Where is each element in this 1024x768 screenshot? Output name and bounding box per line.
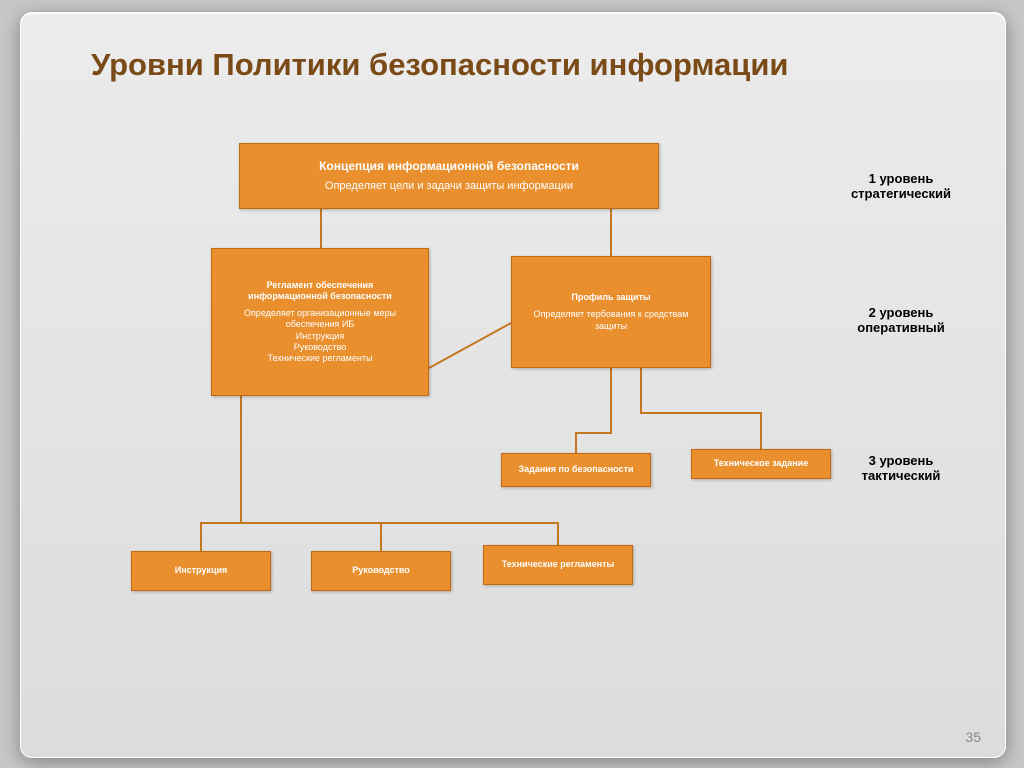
- edge: [241, 523, 381, 551]
- node-profile-subtitle: Определяет тербования к средствам защиты: [534, 309, 689, 332]
- slide-page: Уровни Политики безопасности информации …: [20, 12, 1006, 758]
- node-profile-title: Профиль защиты: [571, 292, 650, 303]
- edge: [201, 396, 241, 551]
- node-tech-reglament: Технические регламенты: [483, 545, 633, 585]
- node-rukovodstvo: Руководство: [311, 551, 451, 591]
- node-task-security-title: Задания по безопасности: [518, 464, 633, 475]
- node-task-security: Задания по безопасности: [501, 453, 651, 487]
- level3-label: 3 уровень тактический: [831, 453, 971, 483]
- node-profile: Профиль защиты Определяет тербования к с…: [511, 256, 711, 368]
- edge: [641, 368, 761, 449]
- node-tech-reglament-title: Технические регламенты: [502, 559, 615, 570]
- edge-layer: [21, 13, 1005, 757]
- node-instruction: Инструкция: [131, 551, 271, 591]
- edge: [381, 523, 558, 545]
- node-instruction-title: Инструкция: [175, 565, 228, 576]
- edge: [429, 323, 511, 368]
- node-rukovodstvo-title: Руководство: [352, 565, 410, 576]
- node-concept-subtitle: Определяет цели и задачи защиты информац…: [325, 180, 573, 194]
- node-task-tech: Техническое задание: [691, 449, 831, 479]
- node-task-tech-title: Техническое задание: [714, 458, 808, 469]
- node-reglament-title: Регламент обеспечения информационной без…: [248, 280, 392, 303]
- diagram-canvas: 1 уровень стратегический 2 уровень опера…: [21, 13, 1005, 757]
- node-concept-title: Концепция информационной безопасности: [319, 159, 579, 174]
- edge: [576, 368, 611, 453]
- node-concept: Концепция информационной безопасности Оп…: [239, 143, 659, 209]
- level2-label: 2 уровень оперативный: [831, 305, 971, 335]
- node-reglament-subtitle: Определяет организационные меры обеспече…: [244, 308, 396, 364]
- slide-number: 35: [965, 729, 981, 745]
- level1-label: 1 уровень стратегический: [831, 171, 971, 201]
- node-reglament: Регламент обеспечения информационной без…: [211, 248, 429, 396]
